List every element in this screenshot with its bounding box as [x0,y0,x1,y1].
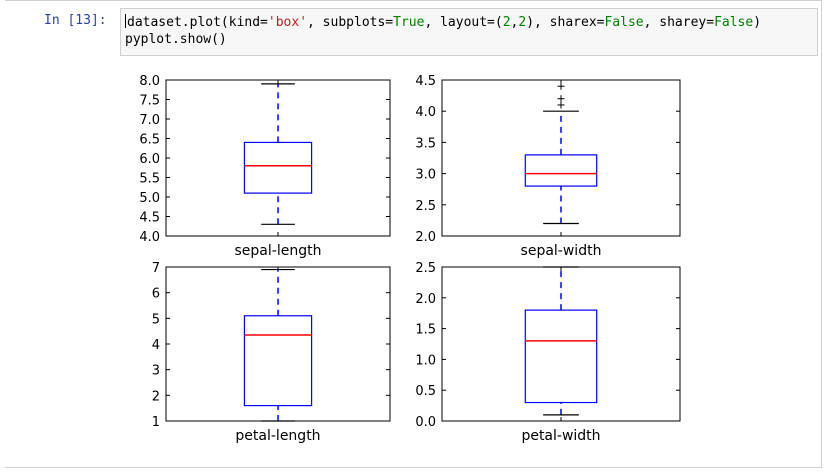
code-line-2: pyplot.show() [125,32,227,47]
axes-frame [441,266,681,422]
y-tick-label: 6.0 [139,152,160,167]
code-token: , layout=( [424,15,503,30]
y-tick-label: 4.5 [415,74,436,89]
y-tick-label: 5.5 [139,172,160,187]
y-tick-label: 5.0 [139,191,160,206]
code-token: False [714,15,754,30]
text-cursor [125,14,126,28]
y-tick-label: 1.5 [415,323,436,338]
code-token: dataset.plot(kind= [127,15,268,30]
y-tick-label: 2.0 [415,292,436,307]
cell-prompt: In [13]: [44,13,107,28]
code-token: , sharey= [643,15,715,30]
x-axis-label: petal-length [235,428,320,444]
code-input[interactable]: dataset.plot(kind='box', subplots=True, … [120,8,818,56]
iqr-box [243,141,313,194]
code-token: ) [753,15,762,30]
iqr-box [243,315,313,407]
y-tick-label: 1.0 [415,353,436,368]
y-tick-label: 1 [152,415,160,430]
flier-marker [557,95,565,103]
y-tick-label: 7.5 [139,94,160,109]
subplot-petal-width: 0.0 0.5 1.0 1.5 2.0 2.5 petal-width [415,261,681,444]
y-tick-label: 8.0 [139,74,160,89]
x-axis-label: sepal-length [235,243,322,259]
y-tick-label: 2.5 [415,261,436,276]
x-axis-label: sepal-width [521,243,602,259]
notebook-cell[interactable] [5,0,822,468]
code-token: 2 [502,15,511,30]
code-token: , [510,15,519,30]
code-token: 2 [518,15,527,30]
code-token: , subplots= [307,15,394,30]
flier-marker [557,101,565,109]
iqr-box [524,154,598,187]
y-tick-label: 3.5 [415,136,436,151]
code-token: ), sharex= [526,15,605,30]
y-tick-label: 6 [152,287,160,302]
y-tick-label: 4.5 [139,211,160,226]
y-tick-label: 7 [152,261,160,276]
subplot-sepal-length: 4.0 4.5 5.0 5.5 6.0 6.5 7.0 7.5 8.0 sepal-length [139,74,391,259]
y-tick-label: 4 [152,338,160,353]
code-token: 'box' [267,15,308,30]
y-tick-label: 0.0 [415,415,436,430]
subplot-sepal-width: 2.0 2.5 3.0 3.5 4.0 4.5 sepal-width [415,74,681,259]
code-token: False [604,15,644,30]
iqr-box [524,309,598,404]
y-tick-label: 2.5 [415,199,436,214]
y-tick-label: 2.0 [415,230,436,245]
subplot-petal-length: 1 2 3 4 5 6 7 petal-length [152,261,391,444]
flier-marker [557,82,565,90]
y-tick-label: 4.0 [139,230,160,245]
y-tick-label: 5 [152,312,160,327]
code-token: True [393,15,425,30]
y-tick-label: 0.5 [415,384,436,399]
y-tick-label: 2 [152,389,160,404]
y-tick-label: 3 [152,364,160,379]
y-tick-label: 3.0 [415,168,436,183]
y-tick-label: 7.0 [139,113,160,128]
x-axis-label: petal-width [521,428,600,444]
y-tick-label: 6.5 [139,133,160,148]
y-tick-label: 4.0 [415,105,436,120]
